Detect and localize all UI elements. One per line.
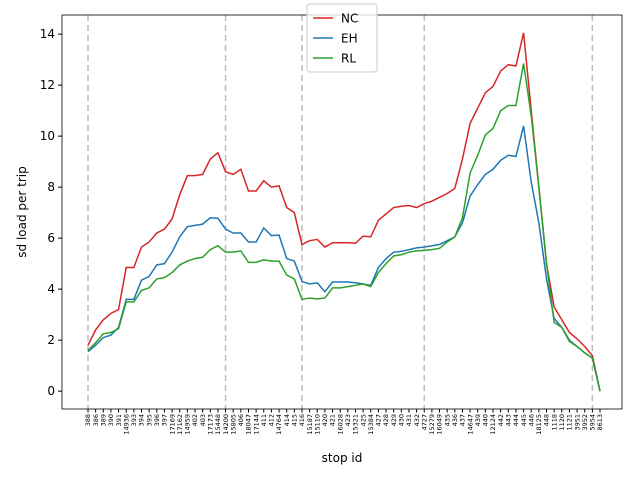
y-axis-label: sd load per trip bbox=[15, 166, 29, 257]
x-tick-label: 15384 bbox=[367, 414, 375, 435]
x-tick-label: 18047 bbox=[245, 414, 253, 435]
series-line bbox=[87, 63, 601, 392]
x-tick-label: 437 bbox=[459, 414, 467, 426]
legend-label: NC bbox=[341, 12, 358, 26]
x-tick-label: 1118 bbox=[550, 414, 558, 431]
legend-label: EH bbox=[341, 32, 358, 46]
x-tick-label: 425 bbox=[359, 414, 367, 426]
series-line bbox=[87, 125, 601, 392]
x-tick-label: 391 bbox=[115, 414, 123, 426]
x-tick-label: 14647 bbox=[466, 414, 474, 435]
x-tick-label: 14959 bbox=[184, 414, 192, 435]
y-tick-label: 0 bbox=[47, 384, 55, 398]
x-tick-label: 432 bbox=[413, 414, 421, 426]
x-tick-label: 431 bbox=[405, 414, 413, 426]
x-tick-label: 406 bbox=[237, 414, 245, 426]
x-tick-label: 14936 bbox=[122, 414, 130, 435]
x-tick-label: 4727 bbox=[420, 414, 428, 431]
x-tick-label: 1120 bbox=[558, 414, 566, 431]
x-tick-label: 444 bbox=[512, 414, 520, 426]
x-tick-label: 396 bbox=[153, 414, 161, 426]
series-line bbox=[87, 32, 601, 392]
x-tick-label: 17144 bbox=[252, 414, 260, 435]
x-tick-label: 18125 bbox=[535, 414, 543, 435]
x-tick-label: 3952 bbox=[581, 414, 589, 431]
x-tick-label: 430 bbox=[398, 414, 406, 426]
y-tick-label: 2 bbox=[47, 333, 55, 347]
y-tick-label: 10 bbox=[40, 129, 55, 143]
x-tick-label: 15321 bbox=[352, 414, 360, 435]
y-tick-label: 4 bbox=[47, 282, 55, 296]
x-tick-label: 439 bbox=[474, 414, 482, 426]
legend-box bbox=[306, 3, 378, 73]
x-tick-label: 388 bbox=[84, 414, 92, 426]
x-tick-label: 389 bbox=[99, 414, 107, 426]
x-tick-label: 3951 bbox=[573, 414, 581, 431]
x-tick-label: 393 bbox=[130, 414, 138, 426]
x-tick-label: 16028 bbox=[336, 414, 344, 435]
x-tick-label: 386 bbox=[92, 414, 100, 426]
x-tick-label: 414 bbox=[283, 414, 291, 426]
x-tick-label: 435 bbox=[443, 414, 451, 426]
x-tick-label: 12124 bbox=[489, 414, 497, 435]
x-tick-label: 445 bbox=[520, 414, 528, 426]
x-tick-label: 15110 bbox=[313, 414, 321, 435]
x-tick-label: 442 bbox=[497, 414, 505, 426]
x-tick-label: 428 bbox=[382, 414, 390, 426]
x-tick-label: 403 bbox=[199, 414, 207, 426]
x-tick-label: 440 bbox=[482, 414, 490, 426]
x-tick-label: 397 bbox=[161, 414, 169, 426]
x-tick-label: 5954 bbox=[589, 414, 597, 431]
y-tick-label: 14 bbox=[40, 27, 55, 41]
x-tick-label: 17173 bbox=[206, 414, 214, 435]
x-tick-label: 394 bbox=[138, 414, 146, 426]
x-tick-label: 16049 bbox=[436, 414, 444, 435]
x-tick-label: 427 bbox=[375, 414, 383, 426]
x-tick-label: 423 bbox=[344, 414, 352, 426]
x-tick-label: 420 bbox=[321, 414, 329, 426]
x-tick-label: 443 bbox=[504, 414, 512, 426]
x-tick-label: 14200 bbox=[222, 414, 230, 435]
legend-label: RL bbox=[341, 52, 356, 66]
x-axis-label: stop id bbox=[322, 451, 363, 465]
x-tick-label: 1121 bbox=[566, 414, 574, 431]
x-tick-label: 15187 bbox=[306, 414, 314, 435]
legend: NC EH RL bbox=[306, 3, 378, 73]
x-tick-label: 390 bbox=[107, 414, 115, 426]
x-tick-label: 412 bbox=[268, 414, 276, 426]
x-tick-label: 448 bbox=[543, 414, 551, 426]
x-tick-label: 411 bbox=[260, 414, 268, 426]
x-tick-label: 429 bbox=[390, 414, 398, 426]
x-tick-label: 17162 bbox=[176, 414, 184, 435]
x-tick-label: 15279 bbox=[428, 414, 436, 435]
x-tick-label: 402 bbox=[191, 414, 199, 426]
y-tick-label: 8 bbox=[47, 180, 55, 194]
x-tick-label: 421 bbox=[329, 414, 337, 426]
x-tick-label: 436 bbox=[451, 414, 459, 426]
x-tick-label: 8613 bbox=[596, 414, 604, 431]
x-tick-label: 416 bbox=[298, 414, 306, 426]
y-tick-label: 6 bbox=[47, 231, 55, 245]
plot-frame bbox=[61, 14, 623, 410]
y-tick-label: 12 bbox=[40, 78, 55, 92]
x-tick-label: 395 bbox=[145, 414, 153, 426]
x-tick-label: 14764 bbox=[275, 414, 283, 435]
x-tick-label: 15448 bbox=[214, 414, 222, 435]
x-tick-label: 15805 bbox=[229, 414, 237, 435]
x-tick-label: 446 bbox=[527, 414, 535, 426]
x-tick-label: 415 bbox=[291, 414, 299, 426]
x-tick-label: 17169 bbox=[168, 414, 176, 435]
